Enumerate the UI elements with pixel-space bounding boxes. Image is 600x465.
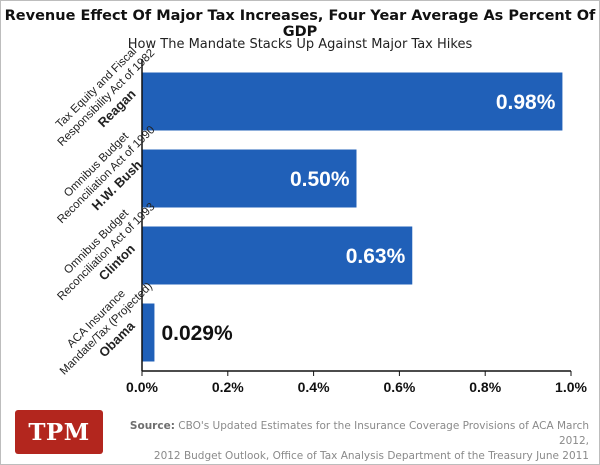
source-line-1: CBO's Updated Estimates for the Insuranc… <box>178 420 589 447</box>
bar <box>142 72 563 131</box>
category-label-line2: Mandate/Tax (Projected) <box>58 280 155 377</box>
x-tick-label: 0.6% <box>383 379 415 395</box>
data-label: 0.63% <box>346 245 406 268</box>
source-label: Source: <box>129 420 175 432</box>
bar <box>142 303 155 362</box>
bar-chart: 0.98%Tax Equity and FiscalResponsibility… <box>54 45 588 395</box>
tpm-logo: TPM <box>15 410 103 454</box>
source-line-2: 2012 Budget Outlook, Office of Tax Analy… <box>153 450 589 462</box>
source-note: Source: CBO's Updated Estimates for the … <box>113 419 589 464</box>
x-tick-label: 0.4% <box>298 379 330 395</box>
bar <box>142 226 413 285</box>
tpm-logo-text: TPM <box>28 418 90 446</box>
data-label: 0.50% <box>290 168 350 191</box>
x-tick-label: 0.8% <box>469 379 501 395</box>
x-tick-label: 0.2% <box>212 379 244 395</box>
data-label: 0.029% <box>161 322 233 345</box>
chart-subtitle: How The Mandate Stacks Up Against Major … <box>127 37 473 52</box>
x-tick-label: 0.0% <box>126 379 158 395</box>
data-label: 0.98% <box>496 91 556 114</box>
chart-title: Revenue Effect Of Major Tax Increases, F… <box>4 8 596 40</box>
x-tick-label: 1.0% <box>555 379 587 395</box>
bar <box>142 149 357 208</box>
